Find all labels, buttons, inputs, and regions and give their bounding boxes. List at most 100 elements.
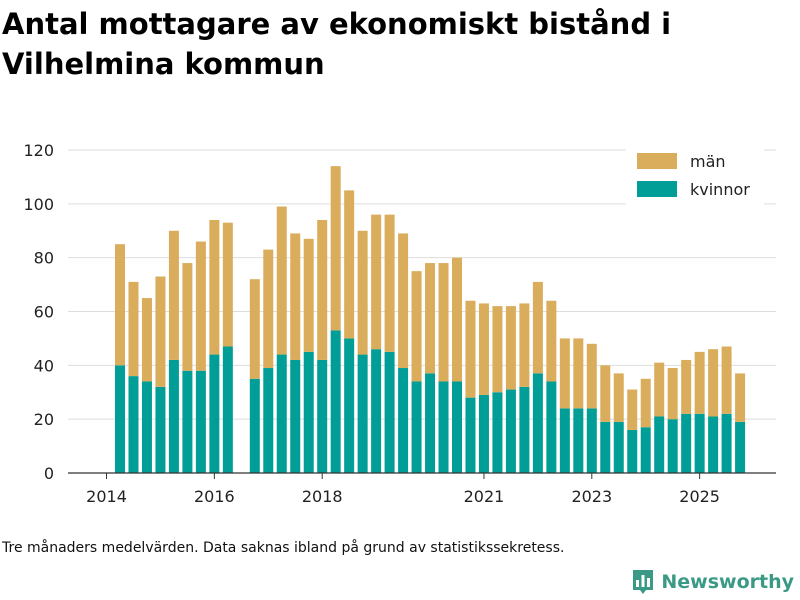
bar-man (425, 263, 436, 374)
bar-man (573, 338, 584, 409)
y-tick-label: 40 (34, 356, 54, 375)
bar-kvinnor (384, 351, 395, 473)
bar-kvinnor (532, 373, 543, 473)
bar-man (411, 271, 422, 382)
bar-man (398, 233, 409, 369)
bar-man (586, 343, 597, 409)
bar-chart-logo-icon (633, 570, 654, 594)
bar-kvinnor (708, 416, 719, 473)
bar-man (600, 365, 611, 422)
bar-man (141, 298, 152, 382)
x-tick-label: 2016 (194, 487, 235, 506)
bar-man (452, 257, 462, 382)
bar-man (654, 362, 665, 417)
legend-swatch-man (637, 153, 677, 169)
bar-man (371, 214, 382, 350)
bars (115, 166, 746, 473)
bar-man (505, 306, 516, 390)
bar-man (357, 230, 368, 355)
bar-man (613, 373, 624, 422)
bar-man (735, 373, 746, 422)
bar-kvinnor (195, 370, 206, 473)
bar-man (344, 190, 355, 339)
y-tick-label: 100 (23, 195, 54, 214)
x-tick-label: 2018 (302, 487, 343, 506)
x-tick-label: 2021 (464, 487, 505, 506)
bar-man (708, 349, 719, 417)
x-axis: 2014 2016 2018 2021 2023 2025 (68, 472, 776, 506)
bar-man (478, 303, 489, 395)
bar-kvinnor (249, 378, 260, 473)
x-tick-label: 2023 (571, 487, 612, 506)
bar-man (667, 368, 678, 420)
bar-man (694, 351, 705, 414)
bar-kvinnor (303, 351, 314, 473)
legend: män kvinnor (626, 148, 764, 206)
bar-kvinnor (115, 365, 125, 473)
bar-man (438, 263, 449, 382)
bar-man (559, 338, 570, 409)
legend-swatch-kvinnor (637, 181, 677, 197)
bar-man (276, 206, 287, 355)
bar-kvinnor (519, 386, 530, 473)
bar-kvinnor (438, 381, 449, 473)
bar-kvinnor (478, 394, 489, 473)
bar-man (155, 276, 166, 387)
bar-man (330, 166, 341, 331)
bar-kvinnor (640, 427, 651, 473)
bar-kvinnor (330, 330, 341, 473)
bar-kvinnor (546, 381, 557, 473)
brand-name: Newsworthy (661, 571, 794, 593)
bar-kvinnor (573, 408, 584, 473)
bar-kvinnor (371, 349, 382, 473)
bar-kvinnor (465, 397, 476, 473)
bar-kvinnor (681, 413, 692, 473)
bar-man (384, 214, 395, 352)
bar-kvinnor (263, 368, 274, 473)
brand-logo: Newsworthy (631, 568, 794, 596)
bar-kvinnor (398, 368, 409, 473)
bar-kvinnor (317, 359, 328, 473)
y-tick-label: 20 (34, 410, 54, 429)
x-tick-label: 2014 (86, 487, 127, 506)
bar-kvinnor (586, 408, 597, 473)
bar-man (640, 378, 651, 428)
bar-man (128, 281, 139, 377)
bar-kvinnor (357, 354, 368, 473)
bar-kvinnor (613, 421, 624, 473)
bar-kvinnor (505, 389, 516, 473)
bar-kvinnor (559, 408, 570, 473)
footnote: Tre månaders medelvärden. Data saknas ib… (2, 540, 565, 556)
bar-man (681, 359, 692, 414)
bar-man (532, 281, 543, 374)
bar-man (317, 219, 328, 360)
bar-kvinnor (654, 416, 665, 473)
bar-kvinnor (600, 421, 611, 473)
y-axis-ticks: 0 20 40 60 80 100 120 (23, 141, 54, 483)
bar-kvinnor (168, 359, 179, 473)
bar-kvinnor (344, 338, 355, 473)
bar-man (249, 279, 260, 379)
y-tick-label: 80 (34, 249, 54, 268)
bar-kvinnor (667, 419, 678, 473)
bar-kvinnor (128, 376, 139, 473)
bar-kvinnor (290, 359, 301, 473)
bar-kvinnor (492, 392, 503, 473)
bar-man (115, 244, 125, 366)
bar-kvinnor (276, 354, 287, 473)
bar-man (209, 219, 220, 355)
bar-man (627, 389, 638, 430)
bar-kvinnor (155, 386, 166, 473)
bar-kvinnor (209, 354, 220, 473)
bar-man (182, 263, 193, 371)
bar-man (195, 241, 206, 371)
x-tick-label: 2025 (679, 487, 720, 506)
bar-kvinnor (182, 370, 193, 473)
y-tick-label: 60 (34, 303, 54, 322)
bar-kvinnor (425, 373, 436, 473)
chart-title: Antal mottagare av ekonomiskt bistånd i … (2, 7, 672, 81)
stacked-bar-chart: 0 20 40 60 80 100 120 2014 2016 2018 2021 2023 2025… (23, 141, 776, 506)
bar-kvinnor (222, 346, 233, 473)
bar-kvinnor (721, 413, 732, 473)
bar-kvinnor (411, 381, 422, 473)
